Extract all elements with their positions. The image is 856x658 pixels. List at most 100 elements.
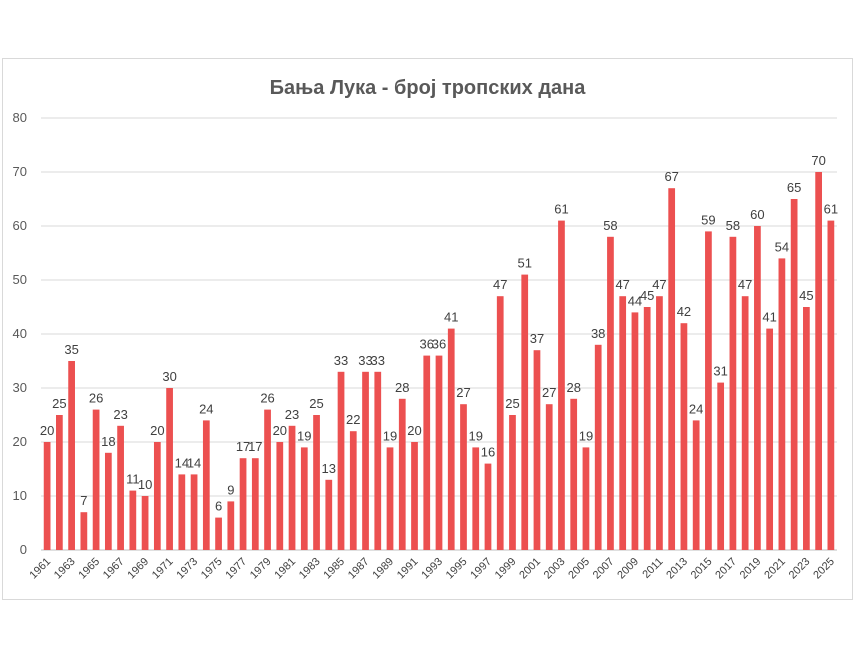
data-label: 36 [432,337,446,352]
bar [300,447,308,550]
x-tick-label: 1965 [76,556,102,582]
x-tick-label: 1997 [468,556,494,582]
chart-frame: Бања Лука - број тропских дана 0 10 20 30 40… [2,58,853,600]
bar [570,398,578,550]
x-tick-label: 1985 [321,556,347,582]
data-label: 14 [187,455,201,470]
bar [325,479,333,550]
data-label: 35 [64,342,78,357]
data-label: 41 [762,310,776,325]
y-tick-label: 60 [13,218,27,233]
data-label: 58 [603,218,617,233]
bar [643,307,651,550]
bar [398,398,406,550]
bar [251,458,259,550]
bar [202,420,210,550]
data-label: 26 [89,391,103,406]
bar [509,415,516,550]
y-tick-label: 10 [13,488,27,503]
data-label: 51 [517,256,531,271]
data-label: 60 [750,207,764,222]
x-tick-label: 2013 [664,556,690,582]
data-label: 7 [80,493,87,508]
data-label: 20 [273,423,287,438]
bar [741,296,749,550]
x-tick-label: 1969 [125,556,151,582]
bar [227,501,235,550]
data-label: 54 [775,239,789,254]
bar [619,296,627,550]
bar [533,350,541,550]
bar [215,517,222,550]
data-label: 26 [260,391,274,406]
bar [56,415,63,550]
bar [166,388,173,550]
data-label: 18 [101,434,115,449]
x-tick-label: 2025 [811,556,837,582]
data-label: 23 [285,407,299,422]
data-label: 25 [309,396,323,411]
bar [692,420,700,550]
data-label: 10 [138,477,152,492]
y-tick-label: 40 [13,326,27,341]
x-tick-label: 1977 [223,556,249,582]
bar-chart: 0102030405060708020253572618231110203014… [13,110,839,582]
x-tick-label: 2021 [762,556,788,582]
data-label: 33 [371,353,385,368]
bar [803,307,810,550]
x-tick-label: 2001 [517,556,543,582]
data-label: 59 [701,212,715,227]
bar [705,231,712,550]
data-label: 9 [227,482,234,497]
bar [766,328,774,550]
x-tick-label: 1973 [174,556,200,582]
x-tick-label: 1991 [395,556,421,582]
data-label: 20 [40,423,54,438]
y-tick-label: 50 [13,272,27,287]
bar [117,425,124,550]
bar [190,474,198,550]
bar [435,355,443,550]
data-label: 19 [383,428,397,443]
data-label: 42 [677,304,691,319]
data-label: 45 [799,288,813,303]
bar [153,442,161,550]
bar [827,220,835,550]
data-label: 47 [652,277,666,292]
data-label: 30 [162,369,176,384]
bar [349,431,357,550]
x-tick-label: 1981 [272,556,298,582]
data-label: 20 [407,423,421,438]
x-tick-label: 1963 [52,556,78,582]
bar [729,236,737,551]
bar [92,409,100,550]
bar [484,463,492,550]
x-tick-label: 1979 [248,556,274,582]
bar [460,404,467,550]
bar [582,447,590,550]
bar [313,415,320,550]
data-label: 47 [738,277,752,292]
y-tick-label: 20 [13,434,27,449]
x-tick-label: 1987 [346,556,372,582]
bar [472,447,480,550]
data-label: 28 [566,380,580,395]
data-label: 22 [346,412,360,427]
bar [656,296,663,550]
data-label: 58 [726,218,740,233]
bar [141,496,149,550]
bar [374,371,382,550]
bar [594,344,602,550]
data-label: 19 [579,428,593,443]
bar [104,452,112,550]
data-label: 45 [640,288,654,303]
x-tick-label: 1971 [150,556,176,582]
bar [337,371,345,550]
x-tick-label: 2011 [640,556,665,581]
x-tick-label: 1999 [493,556,519,582]
bar [129,490,137,550]
data-label: 20 [150,423,164,438]
bar [239,458,247,550]
bar [423,355,431,550]
bar [778,258,786,550]
